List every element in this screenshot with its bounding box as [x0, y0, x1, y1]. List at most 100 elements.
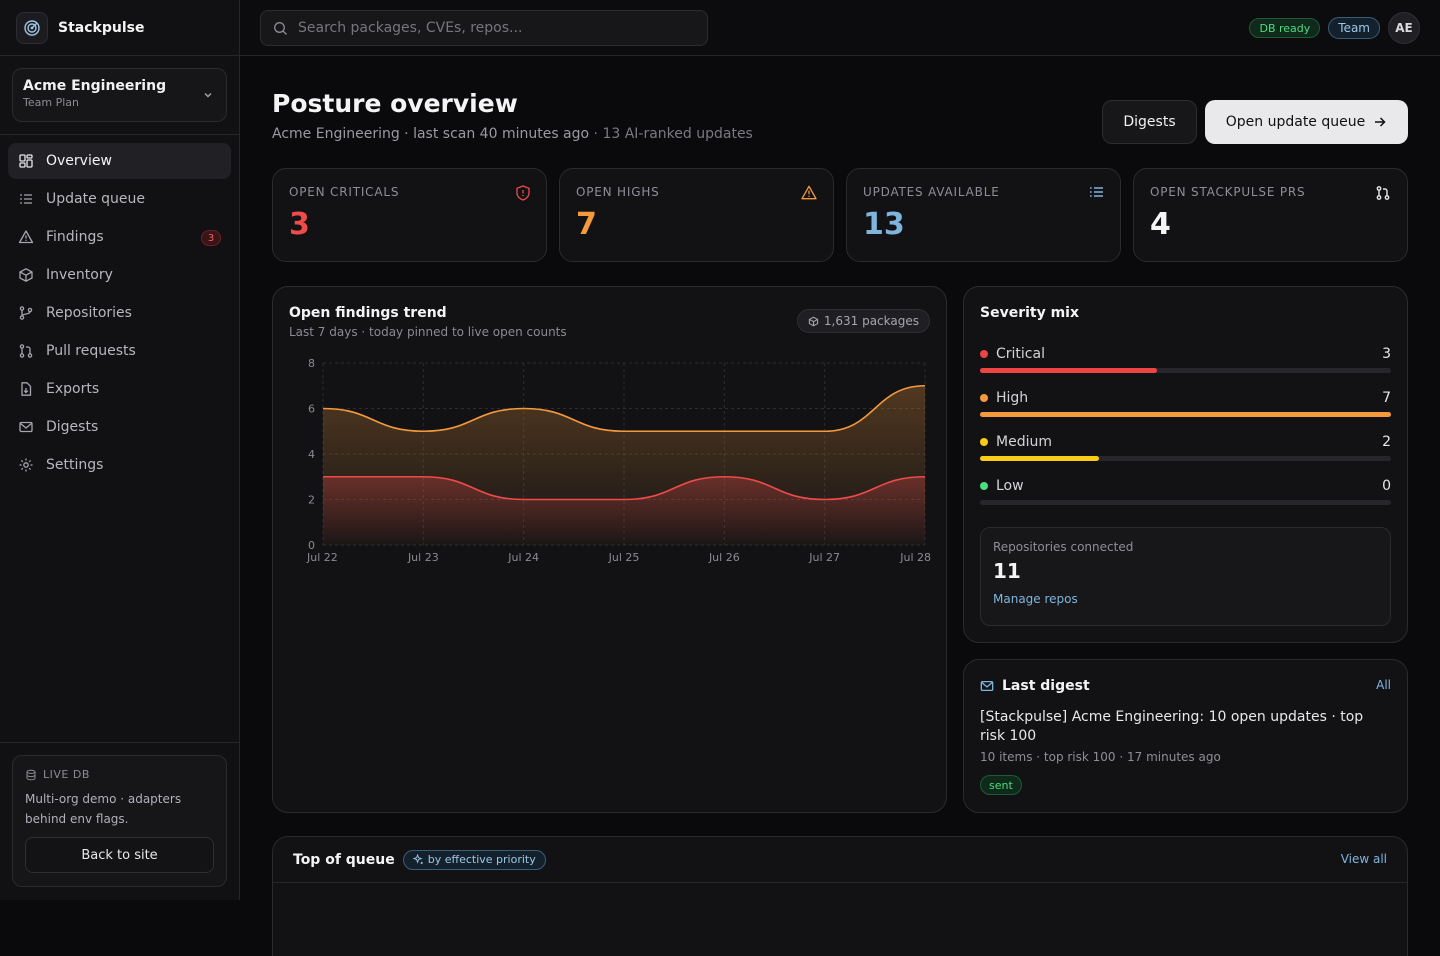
- sidebar-footer: LIVE DB Multi-org demo · adapters behind…: [0, 742, 239, 900]
- git-branch-icon: [19, 306, 33, 320]
- repositories-connected-box: Repositories connected 11 Manage repos: [980, 527, 1391, 626]
- chevron-down-icon: [204, 93, 212, 98]
- db-status-badge: DB ready: [1249, 18, 1321, 38]
- sidebar-item-label: Inventory: [46, 267, 113, 283]
- search-input[interactable]: [298, 20, 678, 36]
- sidebar-item-label: Exports: [46, 381, 100, 397]
- sidebar-item-digests[interactable]: Digests: [8, 409, 231, 445]
- sidebar-item-exports[interactable]: Exports: [8, 371, 231, 407]
- sidebar-item-repositories[interactable]: Repositories: [8, 295, 231, 331]
- findings-count-badge: 3: [201, 230, 221, 246]
- search-bar[interactable]: [260, 10, 708, 46]
- stat-value: 13: [863, 207, 905, 242]
- mail-icon: [19, 421, 33, 433]
- stackpulse-logo-icon: [16, 11, 48, 44]
- x-tick-label: Jul 24: [507, 551, 539, 564]
- stat-open-highs[interactable]: OPEN HIGHS 7: [559, 168, 834, 262]
- sidebar-item-findings[interactable]: Findings 3: [8, 219, 231, 255]
- trend-chart: 0 2 4 6 8 Jul 22 Jul 23 Jul 24 Jul 25 Jul 26 Jul 2…: [306, 357, 931, 564]
- sidebar-item-settings[interactable]: Settings: [8, 447, 231, 483]
- queue-title: Top of queue: [293, 851, 395, 868]
- repositories-count: 11: [993, 559, 1021, 583]
- stat-value: 3: [289, 207, 310, 242]
- manage-repos-link[interactable]: Manage repos: [993, 592, 1078, 606]
- severity-title: Severity mix: [980, 305, 1080, 321]
- warning-icon: [801, 185, 817, 200]
- trend-title: Open findings trend: [289, 305, 447, 321]
- all-digests-link[interactable]: All: [1376, 678, 1391, 692]
- list-icon: [1090, 187, 1103, 197]
- x-tick-label: Jul 23: [407, 551, 439, 564]
- sidebar-item-pull-requests[interactable]: Pull requests: [8, 333, 231, 369]
- sidebar-item-label: Findings: [46, 229, 104, 245]
- severity-mix-card: Severity mix Critical 3 High 7 Medium 2 …: [963, 286, 1408, 643]
- severity-row-high: High 7: [964, 384, 1407, 428]
- main-content: Posture overview Acme Engineering · last…: [240, 56, 1440, 956]
- sidebar-nav: Overview Update queue Findings 3 Invento…: [0, 135, 239, 493]
- x-tick-label: Jul 27: [808, 551, 840, 564]
- org-name: Acme Engineering: [23, 78, 167, 94]
- live-db-text: Multi-org demo · adapters behind env fla…: [25, 792, 182, 826]
- priority-badge: by effective priority: [402, 849, 546, 870]
- stat-value: 7: [576, 207, 597, 242]
- digest-status-badge: sent: [980, 775, 1022, 795]
- sidebar-item-inventory[interactable]: Inventory: [8, 257, 231, 293]
- view-all-link[interactable]: View all: [1340, 852, 1387, 866]
- search-icon: [274, 21, 287, 35]
- page-subtitle: Acme Engineering · last scan 40 minutes …: [272, 126, 753, 142]
- digests-button[interactable]: Digests: [1102, 100, 1197, 144]
- git-pull-request-icon: [19, 344, 33, 358]
- brand[interactable]: Stackpulse: [0, 0, 239, 56]
- team-badge[interactable]: Team: [1328, 17, 1380, 39]
- org-plan: Team Plan: [23, 96, 79, 109]
- arrow-right-icon: [1375, 117, 1386, 127]
- gear-icon: [19, 458, 33, 472]
- series-line-1: [323, 475, 926, 501]
- severity-bar: [980, 456, 1100, 461]
- mail-icon: [980, 680, 994, 692]
- digest-subject[interactable]: [Stackpulse] Acme Engineering: 10 open u…: [980, 709, 1364, 744]
- package-icon: [808, 316, 819, 326]
- last-digest-card: Last digest All [Stackpulse] Acme Engine…: [963, 659, 1408, 813]
- open-update-queue-button[interactable]: Open update queue: [1205, 100, 1408, 144]
- stat-value: 4: [1150, 207, 1171, 242]
- severity-row-low: Low 0: [964, 472, 1407, 516]
- series-area-1: [323, 476, 925, 545]
- trend-subtitle: Last 7 days · today pinned to live open …: [289, 325, 567, 339]
- x-tick-label: Jul 26: [708, 551, 740, 564]
- y-tick-label: 0: [308, 539, 315, 552]
- top-of-queue-card: Top of queue by effective priority View …: [272, 836, 1408, 956]
- y-tick-label: 4: [308, 448, 315, 461]
- package-icon: [19, 268, 33, 282]
- sidebar-item-label: Overview: [46, 153, 112, 169]
- stat-updates-available[interactable]: UPDATES AVAILABLE 13: [846, 168, 1121, 262]
- org-switcher[interactable]: Acme Engineering Team Plan: [12, 68, 227, 122]
- avatar[interactable]: AE: [1388, 12, 1420, 44]
- severity-bar: [980, 412, 1391, 417]
- stat-open-criticals[interactable]: OPEN CRITICALS 3: [272, 168, 547, 262]
- live-db-card: LIVE DB Multi-org demo · adapters behind…: [12, 755, 227, 887]
- sidebar: Stackpulse Acme Engineering Team Plan Ov…: [0, 0, 240, 900]
- brand-name: Stackpulse: [58, 19, 145, 36]
- y-tick-label: 2: [308, 494, 315, 507]
- severity-bar: [980, 368, 1157, 373]
- sidebar-item-overview[interactable]: Overview: [8, 143, 231, 179]
- x-tick-label: Jul 28: [899, 551, 931, 564]
- series-line-0: [322, 384, 926, 433]
- shield-alert-icon: [516, 185, 530, 201]
- findings-trend-card: Open findings trend Last 7 days · today …: [272, 286, 947, 813]
- stat-open-prs[interactable]: OPEN STACKPULSE PRS 4: [1133, 168, 1408, 262]
- back-to-site-button[interactable]: Back to site: [25, 837, 214, 873]
- packages-badge[interactable]: 1,631 packages: [796, 309, 930, 333]
- sidebar-item-label: Repositories: [46, 305, 132, 321]
- page-title: Posture overview: [272, 89, 518, 118]
- list-icon: [20, 194, 32, 204]
- file-export-icon: [21, 382, 32, 396]
- digest-title: Last digest: [1002, 678, 1090, 694]
- sidebar-item-update-queue[interactable]: Update queue: [8, 181, 231, 217]
- y-tick-label: 6: [308, 403, 315, 416]
- sidebar-item-label: Settings: [46, 457, 104, 473]
- warning-icon: [18, 230, 34, 244]
- y-tick-label: 8: [308, 357, 315, 370]
- digest-meta: 10 items · top risk 100 · 17 minutes ago: [980, 750, 1221, 764]
